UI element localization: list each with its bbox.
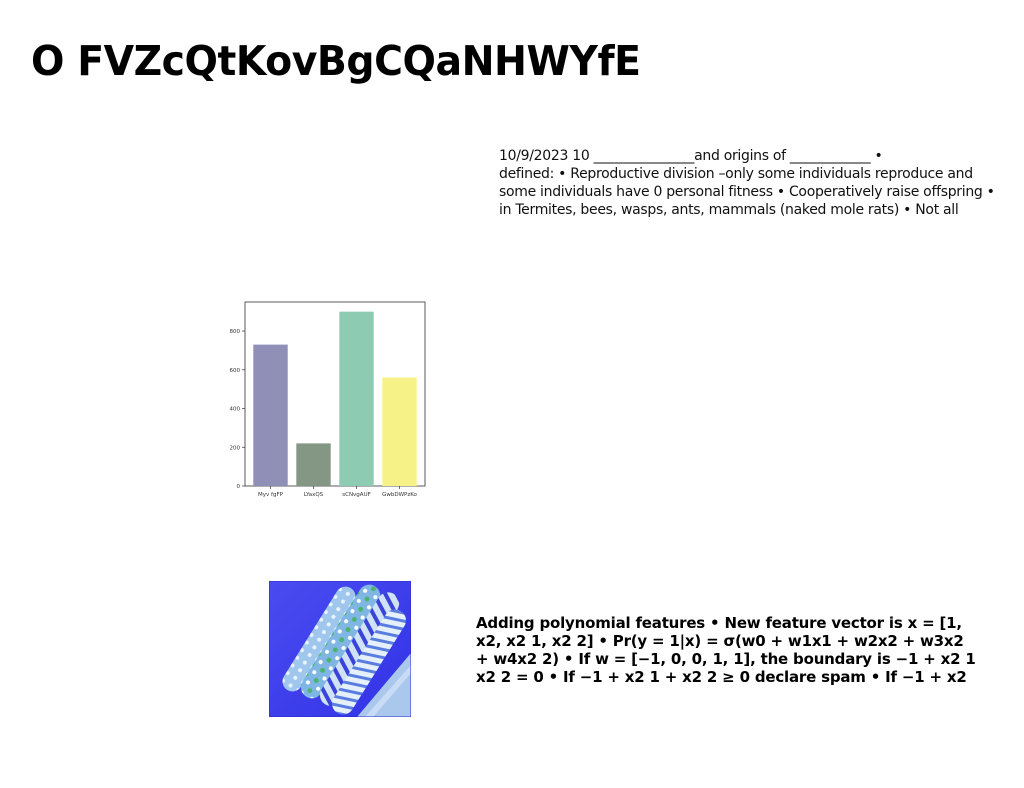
roll-4 <box>332 609 406 715</box>
x-tick-label: LYaxQS <box>304 492 324 498</box>
y-tick-label: 800 <box>230 329 241 335</box>
top-text-block: 10/9/2023 10 _______________and origins … <box>499 147 1024 219</box>
roll-1 <box>282 586 356 692</box>
top-text-line: in Termites, bees, wasps, ants, mammals … <box>499 202 959 218</box>
x-tick-label: Myv fgFP <box>258 492 284 498</box>
top-text-line: some individuals have 0 personal fitness… <box>499 184 995 200</box>
bar <box>339 311 374 486</box>
paper-sheet <box>357 653 411 717</box>
bottom-text-line: Adding polynomial features • New feature… <box>476 614 962 632</box>
bottom-text-block: Adding polynomial features • New feature… <box>476 614 1024 686</box>
top-text-line: 10/9/2023 10 _______________and origins … <box>499 148 883 164</box>
top-text-line: defined: • Reproductive division –only s… <box>499 166 973 182</box>
plot-frame <box>244 301 426 487</box>
x-tick-label: GwbDWPzKo <box>382 492 417 498</box>
bar-chart: 0 200 400 600 800 Myv fgFP LYaxQS sCNvgAUF GwbDW… <box>230 301 426 498</box>
bar <box>296 443 331 486</box>
y-tick-label: 400 <box>230 407 241 413</box>
slide-title: O FVZcQtKovBgCQaNHWYfE <box>31 37 641 85</box>
y-tick-label: 600 <box>230 368 241 374</box>
y-tick-label: 200 <box>230 445 241 451</box>
bottom-text-line: + w4x2 2) • If w = [−1, 0, 0, 1, 1], the… <box>476 650 976 668</box>
bottom-text-line: x2 2 = 0 • If −1 + x2 1 + x2 2 ≥ 0 decla… <box>476 668 967 686</box>
wrapping-paper-rolls-photo <box>269 581 411 717</box>
roll-3 <box>319 592 400 706</box>
roll-2 <box>300 584 381 699</box>
bar <box>382 377 417 486</box>
y-tick-label: 0 <box>237 484 241 490</box>
bottom-text-line: x2, x2 1, x2 2] • Pr(y = 1|x) = σ(w0 + w… <box>476 632 964 650</box>
x-tick-label: sCNvgAUF <box>342 492 371 498</box>
bar <box>253 344 288 486</box>
